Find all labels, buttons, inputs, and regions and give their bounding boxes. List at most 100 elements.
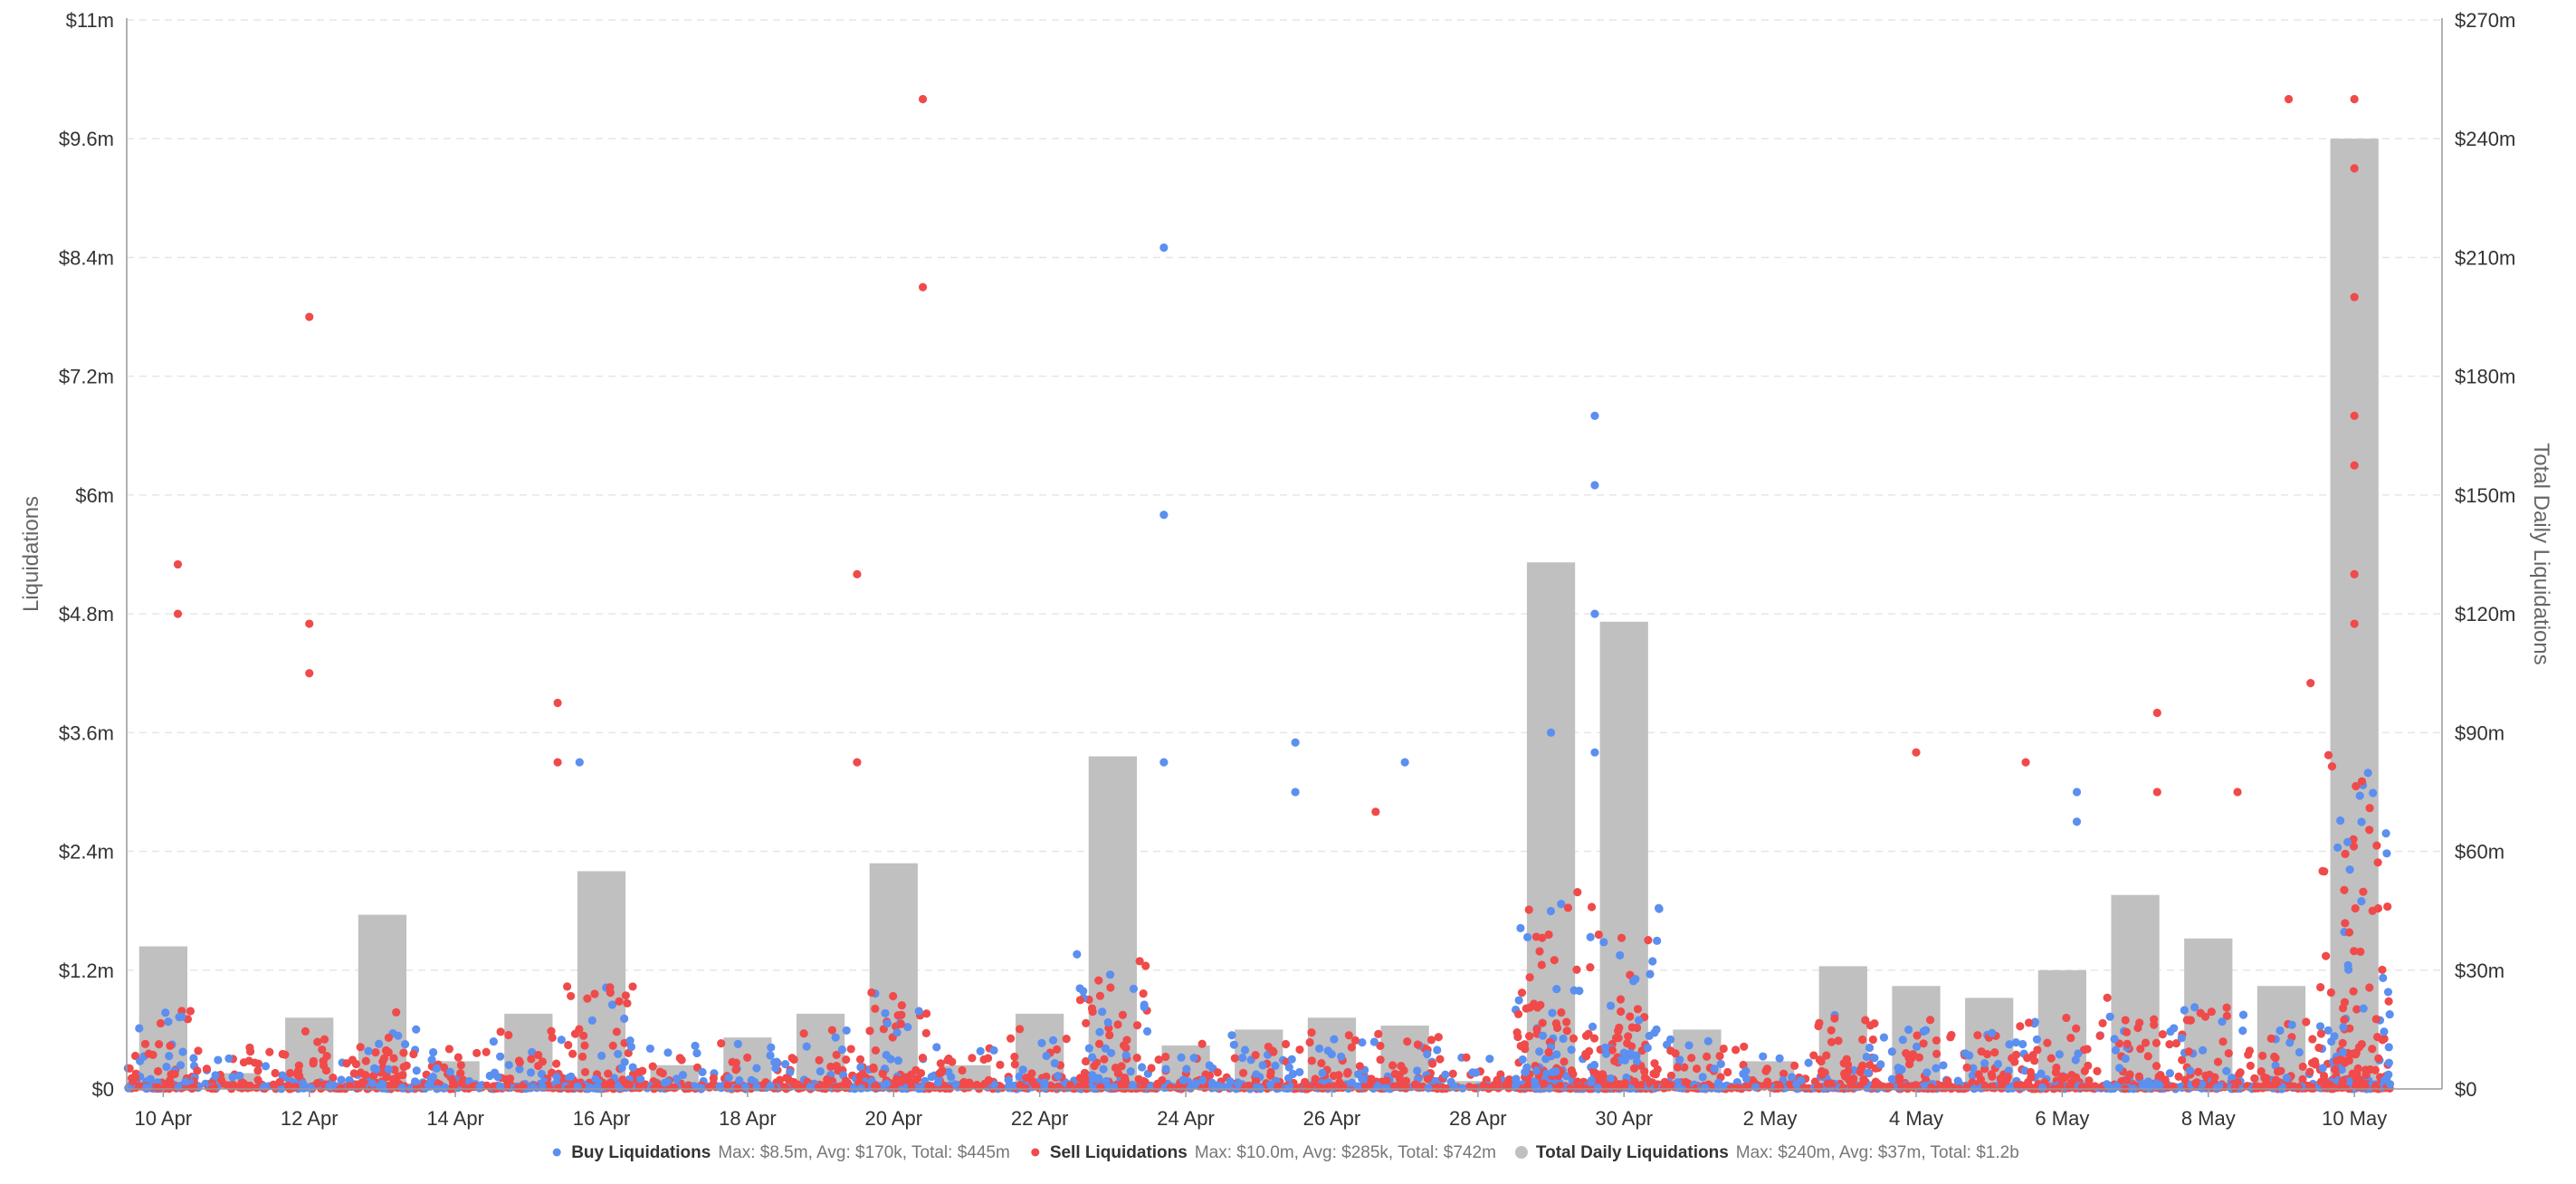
right-y-tick: $60m <box>2455 841 2504 864</box>
sell-liquidation-point <box>1096 1083 1105 1092</box>
buy-liquidation-point <box>2382 849 2391 858</box>
sell-liquidation-point <box>1589 1034 1599 1043</box>
sell-liquidation-point <box>1715 1051 1724 1061</box>
sell-liquidation-point <box>554 1084 563 1093</box>
buy-liquidation-point <box>181 1077 190 1086</box>
buy-liquidation-point <box>1514 996 1523 1005</box>
sell-liquidation-point <box>1121 1044 1131 1053</box>
buy-liquidation-point <box>135 1024 144 1033</box>
sell-liquidation-point <box>371 1048 380 1057</box>
sell-liquidation-point <box>2271 1054 2280 1063</box>
sell-liquidation-point <box>2345 1024 2354 1033</box>
buy-liquidation-point <box>1099 1065 1108 1074</box>
buy-liquidation-point <box>161 1008 170 1017</box>
buy-liquidation-point <box>1567 1046 1576 1055</box>
x-tick-labels: 10 Apr 12 Apr 14 Apr 16 Apr 18 Apr 20 Apr 22 A… <box>135 1107 2388 1130</box>
sell-liquidation-point <box>1371 807 1380 816</box>
sell-liquidation-point <box>2021 758 2030 767</box>
buy-liquidation-point <box>189 1054 198 1063</box>
sell-liquidation-point <box>1556 1082 1565 1091</box>
buy-liquidation-point <box>989 1046 998 1055</box>
sell-liquidation-point <box>309 1056 318 1065</box>
sell-liquidation-point <box>871 1046 881 1055</box>
sell-liquidation-point <box>457 1079 466 1088</box>
legend-label: Total Daily Liquidations <box>1536 1143 1729 1162</box>
sell-liquidation-point <box>1139 1084 1148 1093</box>
sell-liquidation-point <box>1544 1047 1553 1057</box>
x-tick: 30 Apr <box>1595 1107 1653 1130</box>
sell-liquidation-point <box>409 1049 418 1059</box>
sell-liquidation-point <box>1861 1016 1870 1025</box>
buy-liquidation-point <box>1226 1077 1235 1086</box>
sell-liquidation-point <box>1830 1014 1839 1023</box>
sell-liquidation-point <box>2083 1045 2092 1054</box>
buy-liquidation-point <box>1546 728 1556 737</box>
buy-liquidation-point <box>636 1074 645 1084</box>
sell-liquidation-point <box>2121 1016 2130 1025</box>
sell-liquidation-point <box>623 998 632 1008</box>
buy-liquidation-point <box>412 1025 421 1034</box>
sell-liquidation-point <box>568 1049 577 1058</box>
buy-liquidation-point <box>2011 1038 2020 1047</box>
sell-liquidation-point <box>1350 1036 1360 1045</box>
sell-liquidation-point <box>349 1069 358 1078</box>
buy-liquidation-point <box>1512 1080 1521 1090</box>
buy-liquidation-point <box>733 1039 742 1048</box>
buy-liquidation-point <box>883 1018 892 1028</box>
buy-liquidation-point <box>2357 897 2366 906</box>
left-y-tick: $4.8m <box>59 603 114 625</box>
buy-liquidation-point <box>816 1066 825 1076</box>
buy-liquidation-point <box>2338 1047 2348 1056</box>
right-y-tick: $150m <box>2455 484 2515 507</box>
sell-liquidation-point <box>2316 1029 2326 1038</box>
sell-liquidation-point <box>2349 987 2358 996</box>
sell-liquidation-point <box>2062 1013 2071 1023</box>
sell-liquidation-point <box>2316 1077 2326 1086</box>
sell-liquidation-point <box>2344 928 2354 937</box>
buy-liquidation-point <box>515 1065 524 1074</box>
right-y-tick: $120m <box>2455 603 2515 625</box>
sell-liquidation-point <box>1608 1046 1617 1055</box>
sell-liquidation-point <box>891 1080 900 1089</box>
buy-liquidation-point <box>2333 843 2342 852</box>
buy-liquidation-point <box>1098 1007 1107 1017</box>
sell-liquidation-point <box>194 1046 203 1055</box>
buy-liquidation-point <box>1961 1049 1970 1058</box>
buy-liquidation-point <box>1048 1036 1058 1045</box>
sell-liquidation-point <box>173 609 183 618</box>
legend-item-buy: Buy Liquidations Max: $8.5m, Avg: $170k, … <box>552 1143 1010 1162</box>
sell-liquidation-point <box>313 1037 322 1046</box>
buy-liquidation-point <box>1674 1083 1683 1092</box>
sell-liquidation-point <box>2331 1065 2340 1074</box>
buy-liquidation-point <box>2344 965 2353 974</box>
sell-liquidation-point <box>2266 1034 2275 1043</box>
left-y-tick: $6m <box>75 484 114 507</box>
left-y-tick: $3.6m <box>59 721 114 744</box>
sell-liquidation-point <box>2373 858 2382 867</box>
liquidation-points <box>123 94 2395 1093</box>
buy-liquidation-point <box>1121 1051 1131 1060</box>
sell-liquidation-point <box>1479 1082 1488 1091</box>
sell-liquidation-point <box>1307 1028 1316 1037</box>
sell-liquidation-point <box>1535 947 1544 956</box>
sell-liquidation-point <box>2103 993 2112 1002</box>
sell-liquidation-point <box>154 1040 164 1049</box>
right-y-tick: $180m <box>2455 366 2515 388</box>
sell-liquidation-point <box>2361 1070 2371 1080</box>
buy-liquidation-point <box>766 1082 775 1091</box>
buy-liquidation-point <box>1616 950 1625 960</box>
sell-liquidation-point <box>2350 947 2359 956</box>
sell-liquidation-point <box>1687 1054 1696 1063</box>
sell-liquidation-point <box>2213 1057 2223 1066</box>
buy-liquidation-point <box>614 1049 623 1058</box>
buy-liquidation-point <box>1159 511 1169 520</box>
sell-liquidation-point <box>1121 1074 1130 1083</box>
sell-liquidation-point <box>1569 1070 1578 1079</box>
buy-liquidation-point <box>1590 748 1599 757</box>
sell-liquidation-point <box>799 1029 808 1038</box>
buy-liquidation-point <box>1287 1055 1296 1064</box>
buy-liquidation-point <box>1284 1063 1293 1072</box>
sell-liquidation-point <box>265 1047 274 1056</box>
sell-liquidation-point <box>2365 826 2374 835</box>
buy-liquidation-point <box>375 1039 384 1048</box>
